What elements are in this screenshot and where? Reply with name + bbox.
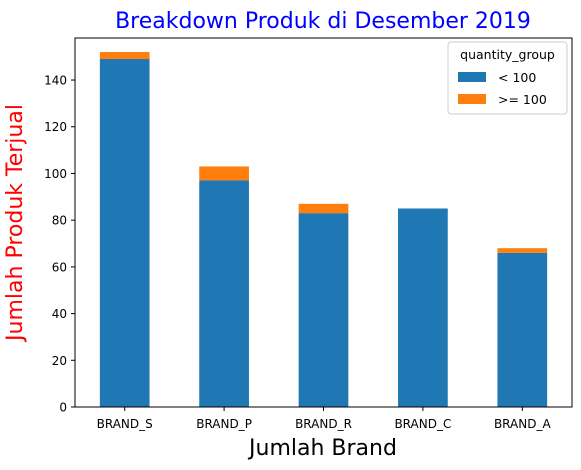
legend: quantity_group < 100 >= 100 (447, 41, 568, 115)
bar-segment-BRAND_R-series-0 (298, 213, 349, 407)
bar-segment-BRAND_P-series-1 (199, 166, 249, 181)
bar-segment-BRAND_S-series-0 (99, 59, 150, 408)
x-axis: BRAND_S BRAND_P BRAND_R BRAND_C BRAND_A (97, 407, 552, 431)
bar-segment-BRAND_A-series-1 (497, 248, 548, 253)
legend-swatch-1 (458, 94, 486, 104)
bar-segment-BRAND_R-series-1 (298, 203, 349, 214)
x-tick-label: BRAND_S (97, 417, 153, 431)
bar-segment-BRAND_A-series-0 (497, 252, 548, 407)
x-axis-title: Jumlah Brand (247, 436, 397, 461)
y-tick-label: 100 (44, 167, 67, 181)
y-axis-title: Jumlah Produk Terjual (3, 104, 28, 343)
y-tick-label: 140 (44, 74, 67, 88)
bar-segment-BRAND_C-series-0 (398, 208, 448, 407)
bar-segment-BRAND_S-series-1 (99, 52, 150, 60)
legend-title: quantity_group (460, 47, 555, 62)
y-tick-label: 80 (52, 214, 67, 228)
legend-label-1: >= 100 (498, 92, 547, 107)
y-tick-label: 60 (52, 260, 67, 274)
y-tick-label: 120 (44, 120, 67, 134)
y-tick-label: 20 (52, 354, 67, 368)
plot-frame (74, 37, 573, 408)
y-axis: 0 20 40 60 80 100 120 140 (44, 74, 75, 415)
bar-segment-BRAND_P-series-0 (199, 180, 249, 407)
legend-label-0: < 100 (498, 70, 536, 85)
x-tick-label: BRAND_A (494, 417, 552, 431)
legend-swatch-0 (458, 72, 486, 82)
x-tick-label: BRAND_R (295, 417, 352, 431)
chart-title: Breakdown Produk di Desember 2019 (115, 9, 531, 34)
x-tick-label: BRAND_C (394, 417, 451, 431)
y-tick-label: 40 (52, 307, 67, 321)
x-tick-label: BRAND_P (196, 417, 252, 431)
y-tick-label: 0 (59, 401, 67, 415)
bars-group (99, 52, 548, 408)
